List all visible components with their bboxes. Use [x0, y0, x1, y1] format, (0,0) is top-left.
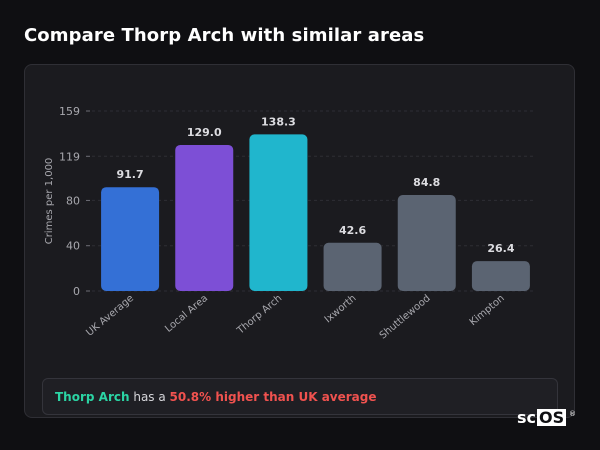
bar-value-label: 84.8	[413, 176, 440, 189]
y-tick-label: 0	[73, 285, 80, 298]
summary-connector: has a	[129, 390, 170, 404]
bar	[101, 187, 160, 291]
x-tick-label: Thorp Arch	[235, 293, 285, 337]
bar	[397, 195, 456, 291]
summary-area-name: Thorp Arch	[55, 390, 130, 404]
bar-value-label: 42.6	[339, 224, 366, 237]
bar	[471, 261, 530, 291]
page-title: Compare Thorp Arch with similar areas	[24, 25, 425, 46]
y-tick-label: 80	[66, 194, 80, 207]
bar	[323, 242, 382, 291]
bar-value-label: 26.4	[487, 242, 514, 255]
x-tick-label: Local Area	[163, 293, 210, 335]
x-tick-label: Shuttlewood	[378, 293, 433, 342]
comparison-summary: Thorp Arch has a 50.8% higher than UK av…	[42, 378, 558, 415]
brand-logo: sc OS ®	[517, 408, 576, 428]
logo-prefix: sc	[517, 408, 537, 427]
bar-value-label: 91.7	[117, 168, 144, 181]
x-tick-label: Kimpton	[468, 293, 507, 328]
y-tick-label: 159	[59, 105, 80, 118]
bar-value-label: 138.3	[261, 115, 296, 128]
x-tick-label: UK Average	[84, 293, 136, 339]
x-tick-label: Ixworth	[323, 293, 359, 326]
y-axis-label: Crimes per 1,000	[44, 158, 55, 245]
bar	[249, 134, 308, 291]
logo-boxed: OS	[537, 408, 567, 427]
y-tick-label: 119	[59, 150, 80, 163]
bar-value-label: 129.0	[187, 126, 222, 139]
summary-difference: 50.8% higher than UK average	[169, 390, 377, 404]
bar	[175, 144, 234, 291]
logo-registered-mark: ®	[569, 410, 576, 418]
y-tick-label: 40	[66, 240, 80, 253]
